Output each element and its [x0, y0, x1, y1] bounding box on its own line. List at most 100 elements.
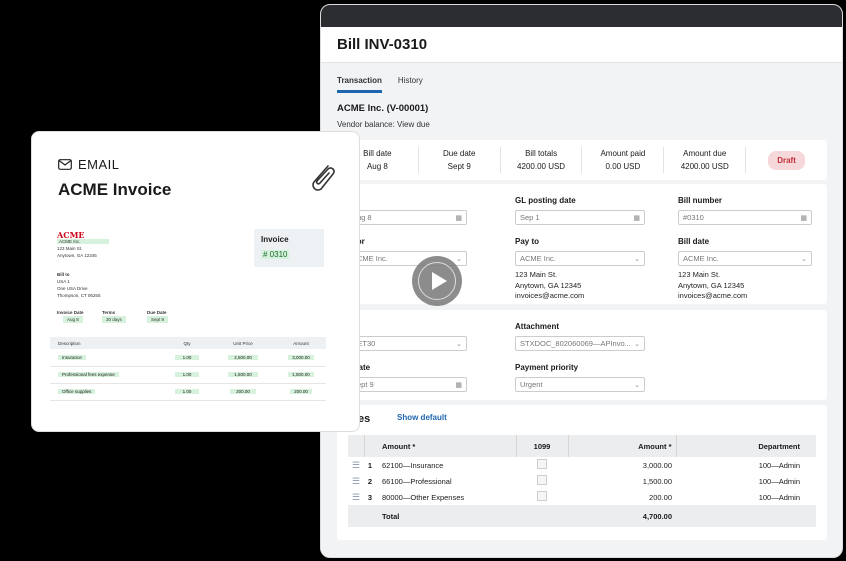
- col-account: Amount *: [376, 435, 517, 457]
- 1099-checkbox[interactable]: [537, 459, 547, 469]
- bill-to-block: Bill to USA 1 One USA Drive Thompson, CT…: [57, 272, 101, 298]
- summary-label: Amount due: [683, 149, 727, 158]
- bill-date-label: Bill date: [678, 237, 710, 246]
- chevron-down-icon: ⌄: [634, 381, 640, 389]
- calendar-icon: ▦: [800, 214, 807, 222]
- table-row[interactable]: ☰ 2 66100—Professional 1,500.00 100—Admi…: [348, 473, 816, 489]
- table-header-row: Amount * 1099 Amount * Department: [348, 435, 816, 457]
- total-row: Total 4,700.00: [348, 505, 816, 527]
- envelope-icon: [58, 159, 72, 170]
- date-value: Aug 8: [352, 213, 372, 222]
- table-row: Professional fees expense 1.00 1,500.00 …: [50, 366, 326, 384]
- invoice-number-box: Invoice # 0310: [254, 229, 324, 267]
- priority-field-group: Payment priority Urgent ⌄: [515, 363, 645, 392]
- pay-to-value: ACME Inc.: [520, 254, 556, 263]
- chevron-down-icon: ⌄: [456, 255, 462, 263]
- chevron-down-icon: ⌄: [634, 255, 640, 263]
- bill-number-field-group: Bill number #0310 ▦: [678, 196, 812, 225]
- tab-transaction[interactable]: Transaction: [337, 76, 382, 93]
- summary-bill-date: Bill date Aug 8: [337, 147, 419, 173]
- row-amount: 1,500.00: [642, 476, 672, 486]
- tab-bar: Transaction History: [321, 63, 842, 93]
- bill-window: Bill INV-0310 Transaction History ACME I…: [320, 4, 843, 558]
- bill-header: Bill INV-0310: [321, 27, 842, 63]
- gl-date-label: GL posting date: [515, 196, 576, 205]
- acme-logo: ACME: [57, 230, 85, 240]
- email-label: EMAIL: [58, 157, 120, 172]
- pay-to-label: Pay to: [515, 237, 540, 246]
- play-button[interactable]: [412, 256, 462, 306]
- drag-handle-icon[interactable]: ☰: [351, 459, 361, 470]
- summary-due-date: Due date Sept 9: [419, 147, 501, 173]
- term-label: rm: [347, 322, 477, 331]
- row-department: 100—Admin: [758, 460, 800, 470]
- attachment-value: STXDOC_802060069—APInvo...: [520, 339, 631, 348]
- invoice-label: Invoice: [261, 235, 289, 244]
- meta-invoice-date: Invoice Date Aug 8: [57, 310, 84, 323]
- row-number: 2: [367, 476, 373, 486]
- attachment-select[interactable]: STXDOC_802060069—APInvo... ⌄: [515, 336, 645, 351]
- chevron-down-icon: ⌄: [456, 340, 462, 348]
- bill-terms-form: rm NET30 ⌄ Attachment STXDOC_802060069—AP…: [333, 310, 827, 400]
- summary-value: Sept 9: [447, 162, 471, 171]
- row-department: 100—Admin: [758, 492, 800, 502]
- col-qty: Qty: [164, 337, 210, 349]
- row-account: 66100—Professional: [382, 476, 452, 486]
- gl-date-field[interactable]: Sep 1 ▦: [515, 210, 645, 225]
- vendor-label: ndor: [347, 237, 477, 246]
- drag-handle-icon[interactable]: ☰: [351, 475, 361, 486]
- col-num: [364, 435, 376, 457]
- calendar-icon: ▦: [455, 214, 462, 222]
- meta-due-date: Due Date Sept 9: [147, 310, 169, 323]
- row-department: 100—Admin: [758, 476, 800, 486]
- bill-date-value: ACME Inc.: [683, 254, 719, 263]
- status-badge: Draft: [768, 150, 805, 170]
- vendor-name: ACME Inc. (V-00001): [337, 103, 429, 114]
- chevron-down-icon: ⌄: [634, 340, 640, 348]
- bill-number-field[interactable]: #0310 ▦: [678, 210, 812, 225]
- 1099-checkbox[interactable]: [537, 475, 547, 485]
- total-label: Total: [376, 505, 516, 527]
- vendor-balance-link[interactable]: Vendor balance: View due: [337, 120, 430, 129]
- bill-date-select[interactable]: ACME Inc. ⌄: [678, 251, 812, 266]
- vendor-info: ACME Inc. (V-00001) Vendor balance: View…: [321, 93, 842, 129]
- summary-label: Bill date: [363, 149, 392, 158]
- priority-label: Payment priority: [515, 363, 579, 372]
- pay-to-field-group: Pay to ACME Inc. ⌄ 123 Main St. Anytown, G…: [515, 237, 645, 302]
- email-title: ACME Invoice: [58, 180, 172, 199]
- table-row[interactable]: ☰ 1 62100—Insurance 3,000.00 100—Admin: [348, 457, 816, 473]
- calendar-icon: ▦: [633, 214, 640, 222]
- date-field-group: te Aug 8 ▦: [333, 196, 477, 225]
- email-invoice-card: EMAIL ACME Invoice ACME ACME Inc. 123 Ma…: [31, 131, 360, 432]
- status-cell: Draft: [746, 150, 827, 170]
- company-address: ACME Inc. 123 Main St. Anytown, GA 12345: [57, 238, 109, 259]
- entries-section: tries Show default Amount * 1099 Amount …: [337, 405, 827, 540]
- invoice-number: # 0310: [261, 250, 290, 259]
- tab-history[interactable]: History: [397, 76, 423, 85]
- vendor-field-group: ndor ACME Inc. ⌄: [333, 237, 477, 266]
- bill-date-field-group: Bill date ACME Inc. ⌄ 123 Main St. Anytown…: [678, 237, 812, 302]
- row-amount: 200.00: [649, 492, 672, 502]
- meta-terms: Terms 30 days: [102, 309, 126, 323]
- row-account: 80000—Other Expenses: [382, 492, 465, 502]
- pay-to-address: 123 Main St. Anytown, GA 12345 invoices@ac…: [515, 270, 585, 300]
- summary-label: Bill totals: [525, 149, 558, 158]
- pay-to-select[interactable]: ACME Inc. ⌄: [515, 251, 645, 266]
- row-number: 3: [367, 492, 373, 502]
- summary-label: Due date: [443, 149, 476, 158]
- bill-number-label: Bill number: [678, 196, 723, 205]
- bill-summary: Bill date Aug 8 Due date Sept 9 Bill total…: [337, 140, 827, 180]
- col-unit-price: Unit Price: [210, 337, 276, 349]
- row-account: 62100—Insurance: [382, 460, 444, 470]
- col-department: Department: [676, 435, 816, 457]
- table-row[interactable]: ☰ 3 80000—Other Expenses 200.00 100—Admi…: [348, 489, 816, 505]
- show-default-link[interactable]: Show default: [397, 413, 447, 422]
- summary-value: 0.00 USD: [605, 162, 641, 171]
- drag-handle-icon[interactable]: ☰: [351, 491, 361, 502]
- total-value: 4,700.00: [568, 505, 676, 527]
- due-date-value: Sept 9: [352, 380, 374, 389]
- priority-select[interactable]: Urgent ⌄: [515, 377, 645, 392]
- priority-value: Urgent: [520, 380, 543, 389]
- 1099-checkbox[interactable]: [537, 491, 547, 501]
- invoice-lines-table: Description Qty Unit Price Amount Insura…: [50, 337, 326, 401]
